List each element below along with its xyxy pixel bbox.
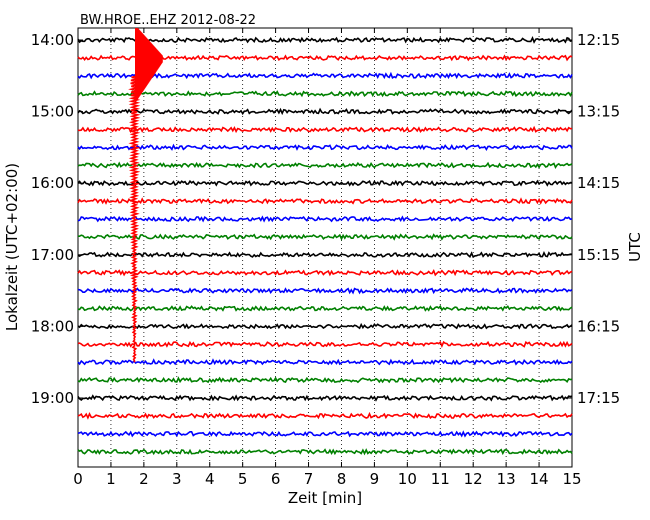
trace-line bbox=[77, 358, 573, 366]
x-tick-label: 3 bbox=[172, 470, 182, 488]
x-tick-label: 5 bbox=[238, 470, 248, 488]
y-axis-title-left: Lokalzeit (UTC+02:00) bbox=[3, 163, 21, 331]
x-tick-label: 14 bbox=[530, 470, 549, 488]
trace-line bbox=[77, 411, 573, 420]
y-tick-label-right: 17:15 bbox=[577, 389, 620, 407]
x-tick-label: 15 bbox=[562, 470, 581, 488]
trace-line bbox=[77, 394, 573, 402]
event-burst bbox=[135, 28, 163, 102]
y-tick-label-left: 17:00 bbox=[31, 246, 74, 264]
y-tick-label-right: 12:15 bbox=[577, 31, 620, 49]
trace-line bbox=[77, 448, 573, 456]
y-tick-label-left: 16:00 bbox=[31, 174, 74, 192]
y-axis-title-right: UTC bbox=[626, 232, 644, 262]
x-tick-label: 8 bbox=[337, 470, 347, 488]
x-tick-label: 11 bbox=[431, 470, 450, 488]
trace-line bbox=[77, 90, 573, 98]
x-tick-label: 2 bbox=[139, 470, 149, 488]
y-tick-label-left: 19:00 bbox=[31, 389, 74, 407]
event-coda bbox=[128, 75, 141, 363]
x-tick-label: 9 bbox=[370, 470, 380, 488]
trace-line bbox=[77, 376, 573, 384]
axis-ticks: 0 1 2 3 4 5 6 7 8 9 10 11 12 13 14 1514:0015:0016:0017:… bbox=[31, 28, 620, 488]
trace-line bbox=[77, 430, 573, 438]
x-tick-label: 7 bbox=[304, 470, 314, 488]
trace-line bbox=[77, 143, 573, 151]
trace-line bbox=[77, 322, 573, 330]
traces bbox=[77, 36, 573, 456]
x-tick-label: 0 bbox=[73, 470, 83, 488]
y-tick-label-right: 13:15 bbox=[577, 103, 620, 121]
x-tick-label: 13 bbox=[497, 470, 516, 488]
trace-line bbox=[77, 107, 573, 116]
trace-line bbox=[77, 179, 573, 187]
seismic-event bbox=[128, 28, 163, 363]
y-tick-label-left: 14:00 bbox=[31, 31, 74, 49]
trace-line bbox=[77, 304, 573, 312]
plot-frame bbox=[77, 27, 573, 468]
trace-line bbox=[77, 215, 573, 223]
trace-line bbox=[77, 71, 573, 80]
trace-line bbox=[77, 251, 572, 259]
trace-line bbox=[77, 340, 573, 349]
y-tick-label-left: 18:00 bbox=[31, 317, 74, 335]
trace-line bbox=[77, 197, 573, 205]
x-tick-label: 1 bbox=[106, 470, 116, 488]
y-tick-label-right: 16:15 bbox=[577, 317, 620, 335]
x-tick-label: 6 bbox=[271, 470, 281, 488]
trace-line bbox=[78, 233, 573, 241]
trace-line bbox=[77, 161, 573, 169]
trace-line bbox=[77, 125, 573, 134]
y-tick-label-right: 15:15 bbox=[577, 246, 620, 264]
y-tick-label-right: 14:15 bbox=[577, 174, 620, 192]
trace-line bbox=[77, 287, 573, 295]
y-tick-label-left: 15:00 bbox=[31, 103, 74, 121]
x-tick-label: 10 bbox=[398, 470, 417, 488]
x-tick-label: 12 bbox=[464, 470, 483, 488]
trace-line bbox=[77, 36, 573, 44]
chart-title: BW.HROE..EHZ 2012-08-22 bbox=[80, 13, 256, 28]
trace-line bbox=[77, 269, 573, 277]
x-tick-label: 4 bbox=[205, 470, 215, 488]
x-axis-title: Zeit [min] bbox=[288, 489, 362, 507]
